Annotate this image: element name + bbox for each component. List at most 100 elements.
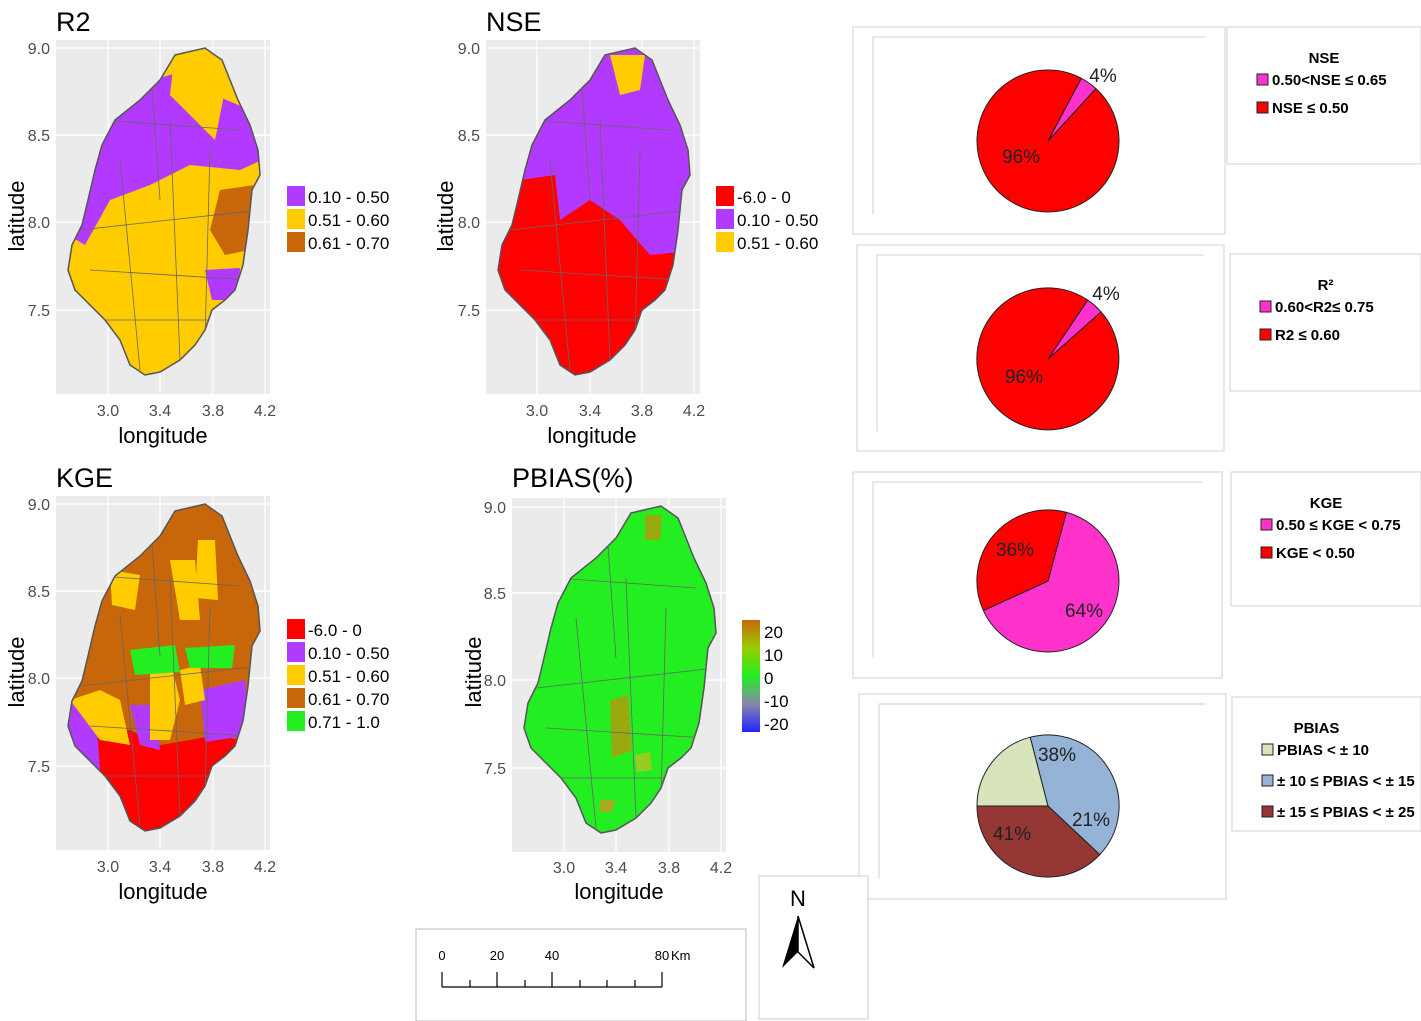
pie-slice-label: 38% — [1038, 745, 1076, 766]
y-tick: 7.5 — [28, 303, 50, 320]
legend-label: 0.51 - 0.60 — [308, 667, 389, 686]
y-tick: 8.5 — [458, 128, 480, 145]
legend-label: 0.51 - 0.60 — [308, 211, 389, 230]
subbasin-lines — [509, 59, 690, 371]
y-tick: 9.0 — [28, 41, 50, 58]
pie-legend-label: NSE ≤ 0.50 — [1272, 100, 1349, 117]
x-tick: 4.2 — [254, 403, 276, 420]
pie-legend-frame — [1229, 253, 1421, 392]
y-tick: 7.5 — [28, 759, 50, 776]
pie-legend-label: 0.50 ≤ KGE < 0.75 — [1276, 517, 1401, 534]
pie-legend-title: PBIAS — [1294, 720, 1340, 737]
legend-swatch — [287, 186, 305, 206]
pie-slice-label: 21% — [1072, 810, 1110, 831]
x-tick: 3.8 — [202, 859, 224, 876]
y-tick: 8.0 — [28, 215, 50, 232]
pie-inner-frame — [872, 481, 1202, 658]
scale-label: 80 — [655, 948, 669, 963]
y-tick: 9.0 — [28, 497, 50, 514]
pie-legend-frame — [1226, 26, 1421, 165]
legend-swatch — [287, 688, 305, 708]
x-tick: 4.2 — [683, 403, 705, 420]
y-tick: 8.5 — [484, 586, 506, 603]
x-tick: 3.0 — [97, 403, 119, 420]
north-arrow-icon — [782, 916, 798, 968]
pie-legend-label: R2 ≤ 0.60 — [1275, 327, 1340, 344]
pie-legend-swatch — [1260, 546, 1273, 559]
pie-panel-1: 4% 96% NSE 0.50<NSE ≤ 0.65 NSE ≤ 0.50 — [852, 26, 1421, 235]
pie-legend-label: KGE < 0.50 — [1276, 545, 1355, 562]
scale-bar: 0 20 40 80 Km — [415, 928, 747, 1021]
subbasin-lines — [535, 517, 716, 829]
y-tick: 8.0 — [28, 671, 50, 688]
colorbar-tick: 0 — [764, 669, 773, 688]
pie-panel-3: 64% 36% KGE 0.50 ≤ KGE < 0.75 KGE < 0.50 — [852, 471, 1421, 679]
x-axis-label: longitude — [574, 879, 663, 904]
north-arrow: N — [758, 875, 869, 1020]
x-axis-label: longitude — [118, 879, 207, 904]
legend-label: -6.0 - 0 — [308, 621, 362, 640]
y-axis-label: latitude — [4, 637, 29, 708]
pie-legend-swatch — [1261, 743, 1274, 756]
map-panel-pbias: PBIAS(%) 9.0 8.5 8.0 7.5 3.0 3.4 3.8 4.2… — [461, 463, 789, 904]
scale-label: 0 — [438, 948, 445, 963]
subbasin-lines — [79, 59, 260, 371]
pie-panel-2: 4% 96% R² 0.60<R2≤ 0.75 R2 ≤ 0.60 — [856, 244, 1421, 452]
pie-legend-title: NSE — [1309, 50, 1340, 67]
pie-legend-swatch — [1259, 328, 1272, 341]
y-tick: 8.0 — [484, 673, 506, 690]
x-tick: 3.4 — [605, 860, 627, 877]
pie-legend-label: 0.60<R2≤ 0.75 — [1275, 299, 1374, 316]
legend-swatch — [287, 711, 305, 731]
pie-legend-title: R² — [1318, 277, 1334, 294]
map-title-pbias: PBIAS(%) — [512, 463, 634, 493]
subbasin-lines — [79, 515, 260, 827]
x-tick: 3.8 — [658, 860, 680, 877]
map-legend-kge: -6.0 - 0 0.10 - 0.50 0.51 - 0.60 0.61 - … — [287, 619, 389, 732]
pie-legend-label: PBIAS < ± 10 — [1277, 742, 1369, 759]
pie-slice-label: 4% — [1092, 284, 1120, 305]
y-axis-label: latitude — [461, 637, 486, 708]
scale-bar-ticks — [441, 972, 663, 987]
pie-slice — [976, 736, 1049, 807]
map-panel-nse: NSE 9.0 8.5 8.0 7.5 3.0 3.4 3.8 4.2 long… — [433, 7, 818, 448]
map-panel-r2: R2 9.0 8.5 8.0 7.5 3.0 3.4 3.8 4.2 longi… — [4, 7, 389, 448]
map-colorbar-pbias: 20 10 0 -10 -20 — [742, 620, 789, 734]
pie-inner-frame — [876, 254, 1204, 431]
colorbar-tick: 20 — [764, 623, 783, 642]
legend-swatch — [287, 665, 305, 685]
map-panel-kge: KGE 9.0 8.5 8.0 7.5 3.0 — [4, 463, 389, 904]
x-tick: 3.0 — [97, 859, 119, 876]
pie-slice — [976, 287, 1120, 431]
legend-label: 0.51 - 0.60 — [737, 234, 818, 253]
legend-swatch — [287, 209, 305, 229]
scale-unit: Km — [671, 948, 691, 963]
x-axis-label: longitude — [547, 423, 636, 448]
basin-outline — [67, 503, 261, 832]
map-title-kge: KGE — [56, 463, 113, 493]
pie-legend-title: KGE — [1310, 495, 1343, 512]
x-tick: 3.4 — [579, 403, 601, 420]
pie-slice-label: 96% — [1005, 367, 1043, 388]
x-tick: 3.0 — [553, 860, 575, 877]
legend-label: 0.71 - 1.0 — [308, 713, 380, 732]
map-legend-nse: -6.0 - 0 0.10 - 0.50 0.51 - 0.60 — [716, 186, 818, 253]
scale-label: 40 — [545, 948, 559, 963]
legend-label: -6.0 - 0 — [737, 188, 791, 207]
y-tick: 8.0 — [458, 215, 480, 232]
pie-legend-swatch — [1260, 518, 1273, 531]
x-tick: 3.8 — [631, 403, 653, 420]
x-tick: 3.4 — [149, 859, 171, 876]
pie-legend-swatch — [1256, 73, 1269, 86]
pie-legend-label: ± 10 ≤ PBIAS < ± 15 — [1277, 773, 1415, 790]
pie-legend-swatch — [1261, 774, 1274, 787]
basin-outline — [523, 505, 717, 834]
legend-swatch — [287, 232, 305, 252]
pie-legend-swatch — [1261, 805, 1274, 818]
pie-legend-label: ± 15 ≤ PBIAS < ± 25 — [1277, 804, 1415, 821]
legend-swatch — [716, 209, 734, 229]
x-tick: 3.0 — [526, 403, 548, 420]
legend-label: 0.10 - 0.50 — [308, 644, 389, 663]
legend-label: 0.61 - 0.70 — [308, 234, 389, 253]
